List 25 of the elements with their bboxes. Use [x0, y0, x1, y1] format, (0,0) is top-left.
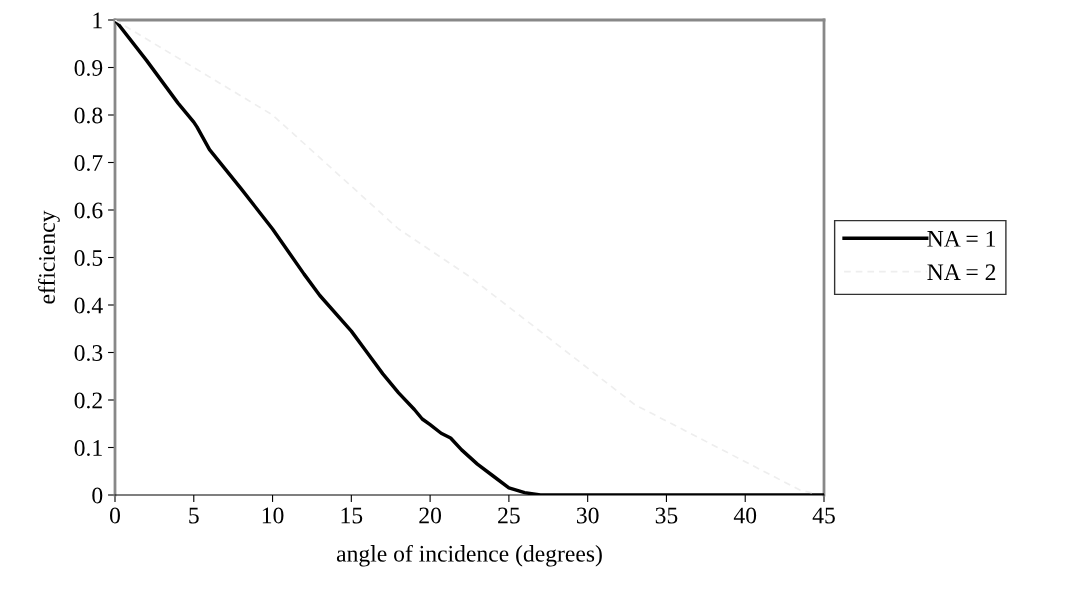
- legend-label: NA = 1: [927, 230, 996, 247]
- y-axis-title: efficiency: [38, 210, 60, 304]
- y-tick-label: 0.6: [74, 202, 103, 219]
- legend-label: NA = 2: [927, 264, 996, 280]
- x-tick-label: 25: [498, 507, 520, 524]
- y-tick-label: 0.8: [74, 107, 103, 124]
- y-tick-label: 0.7: [74, 154, 103, 172]
- x-tick-label: 0: [110, 507, 120, 524]
- x-tick-label: 20: [419, 507, 442, 524]
- y-tick-label: 0.2: [74, 392, 102, 409]
- x-tick-label: 10: [262, 507, 284, 524]
- x-axis-title: angle of incidence (degrees): [336, 544, 602, 567]
- y-tick-label: 0.4: [74, 297, 103, 314]
- y-tick-label: 0.3: [74, 344, 103, 362]
- x-tick-label: 35: [655, 507, 678, 524]
- y-tick-label: 0.1: [74, 439, 102, 457]
- x-tick-label: 45: [812, 507, 835, 524]
- x-tick-label: 30: [576, 507, 599, 524]
- y-tick-label: 0.9: [74, 59, 103, 77]
- x-tick-label: 15: [341, 507, 363, 524]
- y-tick-label: 1: [93, 12, 102, 29]
- x-tick-label: 40: [733, 507, 757, 524]
- y-tick-label: 0.5: [74, 249, 103, 267]
- y-tick-label: 0: [92, 487, 103, 504]
- x-tick-label: 5: [189, 507, 199, 524]
